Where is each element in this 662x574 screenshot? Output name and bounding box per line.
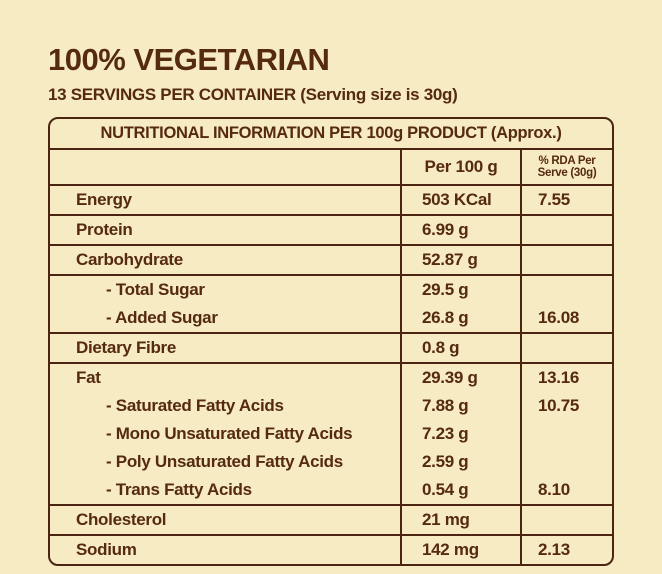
row-rda: 10.75 <box>538 396 580 415</box>
row-value: 2.59 g <box>422 452 469 471</box>
page-subtitle: 13 SERVINGS PER CONTAINER (Serving size … <box>48 85 458 104</box>
row-rda: 8.10 <box>538 480 570 499</box>
row-value: 7.88 g <box>422 396 469 415</box>
row-rda-cell: 7.55 <box>520 186 612 214</box>
row-value: 0.54 g <box>422 480 469 499</box>
row-rda <box>522 216 612 244</box>
row-rda-cell: 2.13 <box>520 536 612 564</box>
table-row: Energy 503 KCal 7.55 <box>50 186 612 214</box>
row-rda: 13.16 <box>538 368 580 387</box>
table-row: Fat - Saturated Fatty Acids - Mono Unsatur… <box>50 362 612 504</box>
row-value-cell: 6.99 g <box>400 216 520 244</box>
row-value-cell: 52.87 g <box>400 246 520 274</box>
row-rda <box>522 448 612 476</box>
row-label: Cholesterol <box>76 510 167 529</box>
table-row: Sodium 142 mg 2.13 <box>50 534 612 564</box>
row-rda: 7.55 <box>538 190 570 209</box>
row-rda <box>522 420 612 448</box>
row-label: Fat <box>76 368 101 387</box>
row-label: Carbohydrate <box>76 250 183 269</box>
row-rda <box>522 506 612 534</box>
row-rda <box>522 334 612 362</box>
table-row: Cholesterol 21 mg <box>50 504 612 534</box>
row-label: - Poly Unsaturated Fatty Acids <box>106 452 343 471</box>
row-value-cell: 29.5 g 26.8 g <box>400 276 520 332</box>
table-title: NUTRITIONAL INFORMATION PER 100g PRODUCT… <box>50 119 612 150</box>
row-rda-cell: 13.16 10.75 8.10 <box>520 364 612 504</box>
table-row: Protein 6.99 g <box>50 214 612 244</box>
column-header-rda: % RDA Per Serve (30g) <box>520 150 612 184</box>
column-header-rda-line1: % RDA Per <box>538 154 596 167</box>
row-label-cell: Dietary Fibre <box>50 334 400 362</box>
row-rda-cell <box>520 334 612 362</box>
row-label: - Mono Unsaturated Fatty Acids <box>106 424 353 443</box>
row-label: Sodium <box>76 540 137 559</box>
table-row: - Total Sugar - Added Sugar 29.5 g 26.8 g 16… <box>50 274 612 332</box>
row-value: 29.5 g <box>422 280 469 299</box>
row-value: 6.99 g <box>422 220 469 239</box>
row-label-cell: - Total Sugar - Added Sugar <box>50 276 400 332</box>
row-label-cell: Fat - Saturated Fatty Acids - Mono Unsatur… <box>50 364 400 504</box>
row-label: - Trans Fatty Acids <box>106 480 252 499</box>
row-value: 7.23 g <box>422 424 469 443</box>
table-row: Dietary Fibre 0.8 g <box>50 332 612 362</box>
row-value-cell: 142 mg <box>400 536 520 564</box>
row-rda-cell: 16.08 <box>520 276 612 332</box>
row-value-cell: 0.8 g <box>400 334 520 362</box>
row-label-cell: Carbohydrate <box>50 246 400 274</box>
row-rda-cell <box>520 506 612 534</box>
row-value: 29.39 g <box>422 368 478 387</box>
row-label-cell: Sodium <box>50 536 400 564</box>
row-label: Protein <box>76 220 133 239</box>
row-rda-cell <box>520 246 612 274</box>
column-header-per-100g: Per 100 g <box>400 150 520 184</box>
row-label-cell: Energy <box>50 186 400 214</box>
row-value: 26.8 g <box>422 308 469 327</box>
row-rda-cell <box>520 216 612 244</box>
table-body: Energy 503 KCal 7.55 Protein 6.99 g Carbohydr… <box>50 186 612 564</box>
row-value: 21 mg <box>422 510 470 529</box>
page-title: 100% VEGETARIAN <box>48 42 330 77</box>
row-value-cell: 29.39 g 7.88 g 7.23 g 2.59 g 0.54 g <box>400 364 520 504</box>
column-header-rda-line2: Serve (30g) <box>537 167 597 179</box>
table-row: Carbohydrate 52.87 g <box>50 244 612 274</box>
column-header-row: Per 100 g % RDA Per Serve (30g) <box>50 150 612 186</box>
row-label: - Saturated Fatty Acids <box>106 396 284 415</box>
row-rda <box>522 276 612 304</box>
row-label: Energy <box>76 190 132 209</box>
row-label: - Total Sugar <box>106 280 205 299</box>
row-rda: 2.13 <box>538 540 570 559</box>
row-rda: 16.08 <box>538 308 580 327</box>
row-label-cell: Protein <box>50 216 400 244</box>
row-value: 503 KCal <box>422 190 492 209</box>
row-value: 0.8 g <box>422 338 460 357</box>
row-value-cell: 503 KCal <box>400 186 520 214</box>
row-label: Dietary Fibre <box>76 338 177 357</box>
row-label-cell: Cholesterol <box>50 506 400 534</box>
row-value: 142 mg <box>422 540 479 559</box>
row-label: - Added Sugar <box>106 308 218 327</box>
nutrition-table: NUTRITIONAL INFORMATION PER 100g PRODUCT… <box>48 117 614 566</box>
row-value: 52.87 g <box>422 250 478 269</box>
row-rda <box>522 246 612 274</box>
column-header-nutrient <box>50 150 400 184</box>
row-value-cell: 21 mg <box>400 506 520 534</box>
